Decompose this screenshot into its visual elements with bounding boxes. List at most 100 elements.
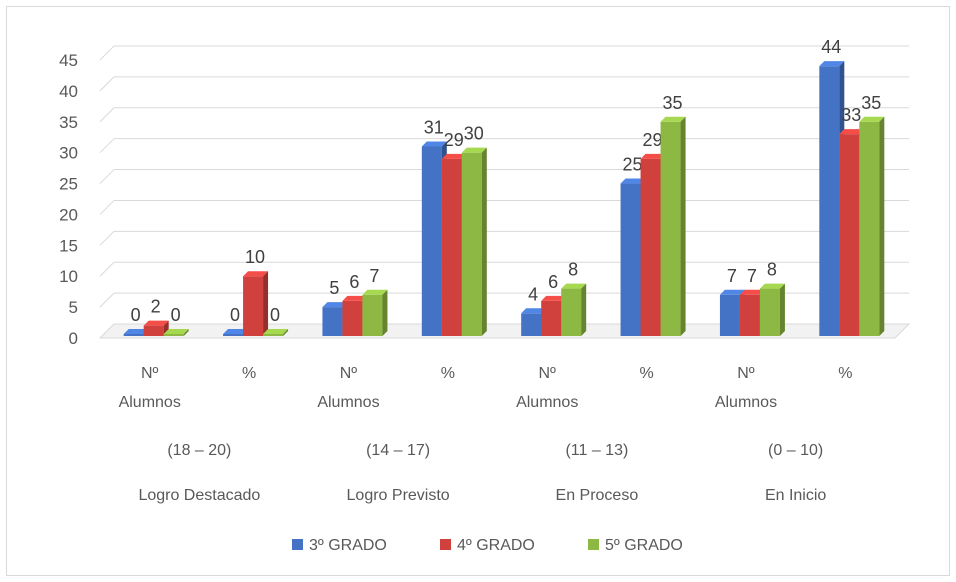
bar: [461, 152, 482, 336]
y-tick-label: 45: [59, 51, 78, 70]
bar: [322, 307, 343, 336]
bar-side: [581, 283, 587, 336]
x-tick-label: Nº: [141, 365, 159, 382]
bar-top: [719, 289, 745, 295]
data-label: 29: [444, 130, 464, 150]
x-tick-label: %: [242, 365, 256, 382]
bar: [342, 300, 363, 336]
group-range-label: (18 – 20): [167, 442, 231, 459]
bar-side: [263, 271, 269, 336]
bar-side: [382, 289, 388, 336]
bar: [719, 294, 740, 336]
bar: [521, 313, 542, 336]
bar: [243, 276, 264, 336]
data-label: 6: [349, 272, 359, 292]
data-label: 35: [663, 93, 683, 113]
bar-top: [620, 178, 646, 184]
bar-side: [283, 329, 289, 336]
data-label: 33: [841, 105, 861, 125]
x-tick-label: Nº: [538, 365, 556, 382]
bar-top: [342, 295, 368, 301]
x-tick-label: Nº: [340, 365, 358, 382]
data-label: 35: [861, 93, 881, 113]
bar-top: [819, 61, 845, 67]
x-tick-label: %: [441, 365, 455, 382]
bar: [739, 294, 760, 336]
group-name-label: Logro Destacado: [138, 487, 260, 504]
y-tick-label: 25: [59, 175, 78, 194]
data-label: 30: [464, 124, 484, 144]
legend-label: 5º GRADO: [605, 537, 683, 554]
bar-top: [163, 329, 189, 334]
bar-top: [421, 141, 447, 147]
bar: [421, 146, 442, 336]
legend-swatch: [292, 539, 303, 550]
bar-top: [640, 153, 666, 159]
gridline-side: [99, 261, 115, 277]
bar-top: [759, 283, 785, 289]
bar-top: [243, 271, 269, 277]
bar-side: [879, 116, 885, 337]
bar-top: [561, 283, 587, 289]
group-name-label: Logro Previsto: [347, 487, 450, 504]
gridline-side: [99, 292, 115, 308]
bar-top: [859, 116, 885, 122]
bar: [759, 288, 780, 336]
data-label: 0: [230, 305, 240, 325]
bar: [123, 334, 144, 336]
group-range-label: (0 – 10): [768, 442, 823, 459]
gridline-side: [99, 45, 115, 61]
legend-swatch: [440, 539, 451, 550]
data-label: 2: [151, 297, 161, 317]
bar: [839, 134, 860, 336]
legend-label: 3º GRADO: [309, 537, 387, 554]
x-tick-label: Alumnos: [715, 394, 777, 411]
bar: [660, 121, 681, 337]
bar: [143, 325, 164, 336]
gridline-side: [99, 169, 115, 184]
gridline-side: [99, 200, 115, 215]
data-label: 0: [270, 305, 280, 325]
bar-side: [680, 116, 686, 337]
bar-top: [441, 153, 467, 159]
data-label: 8: [568, 260, 578, 280]
bar-side: [779, 283, 785, 336]
chart-floor: [98, 323, 911, 339]
bar-top: [461, 147, 487, 153]
bar-top: [263, 329, 289, 334]
data-label: 0: [131, 305, 141, 325]
y-tick-label: 5: [69, 298, 78, 317]
bar-top: [362, 289, 388, 295]
y-tick-label: 15: [59, 236, 78, 255]
data-label: 8: [767, 260, 777, 280]
group-range-label: (11 – 13): [565, 442, 628, 459]
bar-top: [521, 308, 547, 314]
y-tick-label: 20: [59, 205, 78, 224]
bar-side: [183, 329, 189, 336]
data-label: 44: [821, 37, 841, 57]
bar: [441, 158, 462, 336]
bar: [223, 334, 244, 336]
data-label: 7: [727, 266, 737, 286]
bar-top: [123, 329, 149, 334]
bar: [163, 334, 184, 336]
bar: [819, 66, 840, 336]
x-tick-label: %: [639, 365, 653, 382]
bar: [620, 183, 641, 336]
data-label: 4: [528, 284, 538, 304]
bar: [541, 300, 562, 336]
legend-label: 4º GRADO: [457, 537, 535, 554]
data-label: 10: [245, 247, 265, 267]
group-range-label: (14 – 17): [366, 442, 430, 459]
gridline-side: [99, 107, 115, 123]
bar: [362, 294, 383, 336]
gridline-side: [99, 76, 115, 92]
bar-top: [322, 302, 348, 308]
bar-top: [839, 129, 865, 135]
group-name-label: En Inicio: [765, 487, 826, 504]
bar: [263, 334, 284, 336]
x-tick-label: %: [838, 365, 852, 382]
data-label: 25: [623, 155, 643, 175]
data-label: 7: [369, 266, 379, 286]
